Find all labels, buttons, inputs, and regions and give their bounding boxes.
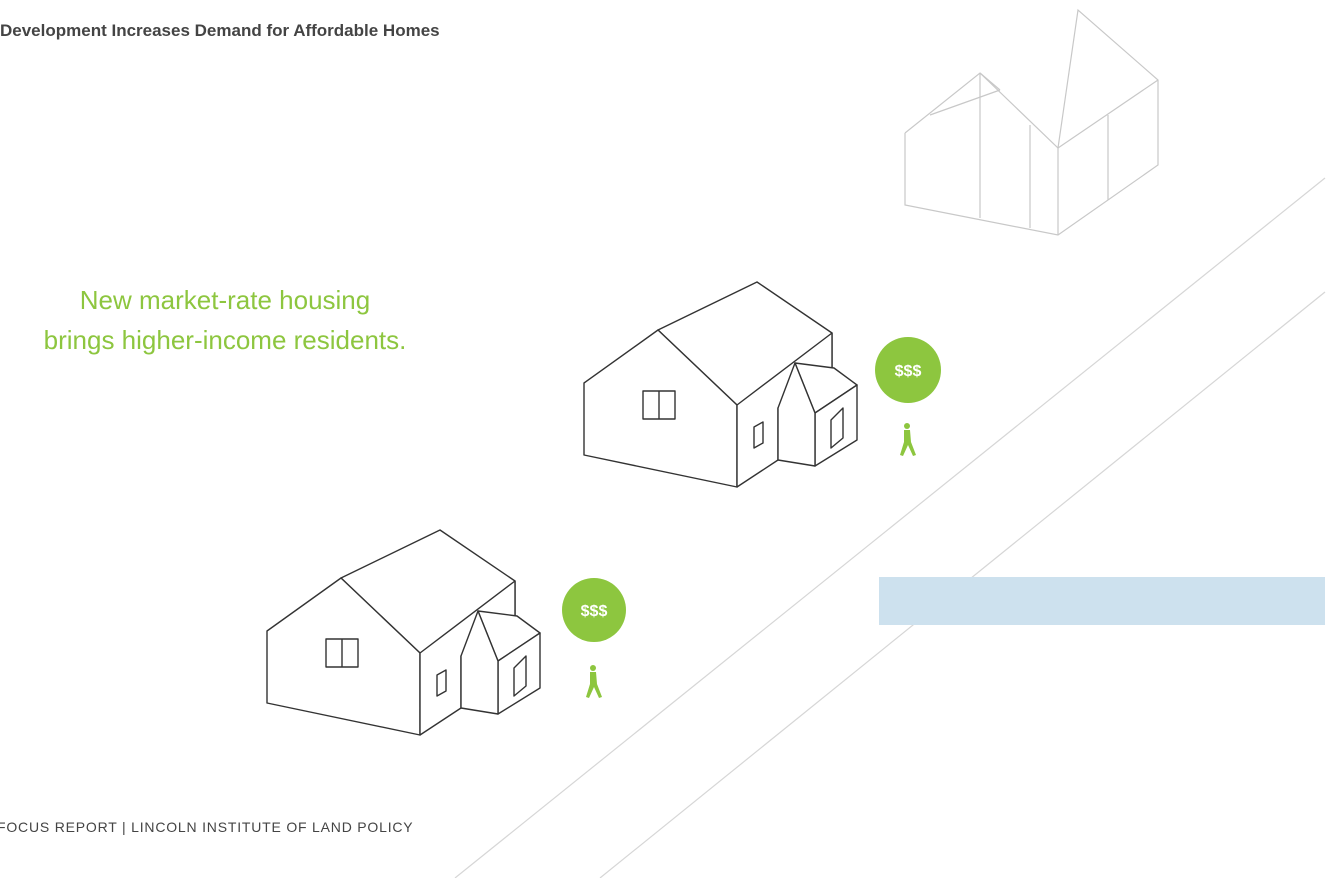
wireframe-house <box>904 8 1159 236</box>
house <box>266 529 541 736</box>
badge <box>562 578 626 642</box>
street-line <box>454 177 1326 878</box>
badge-label: $$$ <box>895 363 922 380</box>
house <box>583 281 858 488</box>
walker <box>900 423 916 456</box>
caption: New market-rate housing brings higher-in… <box>44 285 407 355</box>
caption-line: New market-rate housing <box>80 285 370 315</box>
footer: FOCUS REPORT | LINCOLN INSTITUTE OF LAND… <box>0 819 413 835</box>
streets <box>454 177 1326 878</box>
walker <box>586 665 602 698</box>
badge-label: $$$ <box>581 603 608 620</box>
caption-line: brings higher-income residents. <box>44 325 407 355</box>
title: Development Increases Demand for Afforda… <box>0 21 440 40</box>
badge <box>875 337 941 403</box>
highlight-bar <box>879 577 1325 625</box>
